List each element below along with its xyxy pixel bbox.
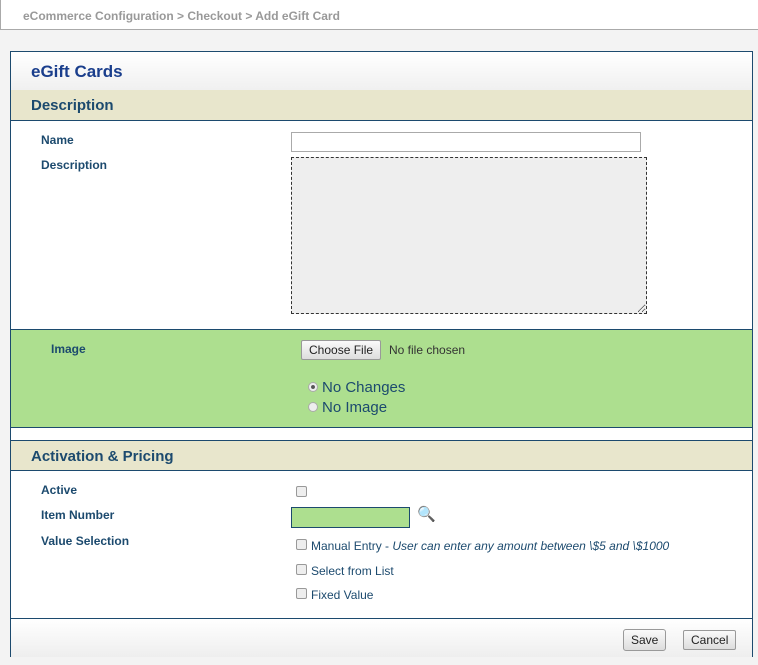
- description-section-header: Description: [11, 90, 752, 121]
- no-changes-label: No Changes: [322, 379, 406, 396]
- manual-entry-note: User can enter any amount between \$5 an…: [392, 539, 670, 553]
- active-checkbox[interactable]: [296, 486, 307, 497]
- select-from-list-checkbox[interactable]: [296, 564, 307, 575]
- image-label: Image: [51, 342, 86, 356]
- fixed-value-checkbox[interactable]: [296, 588, 307, 599]
- magnifier-icon[interactable]: 🔍: [417, 506, 436, 523]
- item-number-input[interactable]: [291, 507, 410, 528]
- no-image-radio[interactable]: [308, 402, 318, 412]
- no-changes-radio[interactable]: [308, 382, 318, 392]
- separator: -: [381, 539, 393, 553]
- option-label: Manual Entry: [311, 539, 382, 553]
- panel-title-bar: eGift Cards: [11, 52, 752, 91]
- image-section: Image Choose File No file chosen No Chan…: [11, 329, 752, 428]
- name-input[interactable]: [291, 132, 641, 152]
- active-label: Active: [41, 483, 78, 497]
- page-title: eGift Cards: [31, 62, 123, 81]
- description-textarea[interactable]: [291, 157, 647, 314]
- no-image-label: No Image: [322, 399, 388, 416]
- manual-entry-label: Manual Entry - User can enter any amount…: [311, 539, 669, 553]
- breadcrumb: eCommerce Configuration > Checkout > Add…: [23, 9, 340, 23]
- name-label: Name: [41, 133, 74, 147]
- file-status: No file chosen: [389, 343, 466, 357]
- fixed-value-label: Fixed Value: [311, 588, 374, 602]
- section-title: Description: [31, 97, 114, 114]
- cancel-button[interactable]: Cancel: [683, 630, 737, 650]
- egift-card-panel: eGift Cards Description Name Description…: [10, 51, 753, 657]
- panel-footer: Save Cancel: [11, 618, 752, 657]
- section-title: Activation & Pricing: [31, 448, 174, 465]
- item-number-label: Item Number: [41, 508, 115, 522]
- save-button[interactable]: Save: [623, 629, 667, 651]
- choose-file-button[interactable]: Choose File: [301, 340, 382, 360]
- activation-section-header: Activation & Pricing: [11, 440, 752, 471]
- breadcrumb-bar: eCommerce Configuration > Checkout > Add…: [0, 0, 758, 30]
- value-selection-label: Value Selection: [41, 534, 130, 548]
- description-label: Description: [41, 158, 108, 172]
- manual-entry-checkbox[interactable]: [296, 539, 307, 550]
- select-from-list-label: Select from List: [311, 564, 394, 578]
